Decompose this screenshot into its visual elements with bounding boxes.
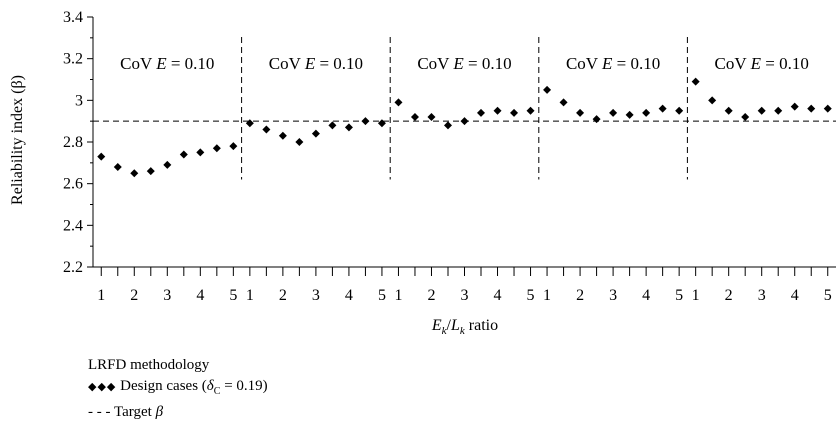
x-tick-label: 5 (675, 287, 683, 304)
data-point (146, 167, 155, 176)
y-tick-label: 3 (75, 92, 83, 109)
data-point (609, 108, 618, 117)
legend-title: LRFD methodology (88, 357, 210, 373)
data-point (229, 142, 238, 151)
x-tick-label: 5 (229, 287, 237, 304)
x-tick-label: 2 (130, 287, 138, 304)
data-point (113, 163, 122, 171)
x-tick-label: 3 (461, 287, 469, 304)
data-point (790, 102, 799, 111)
data-point (196, 148, 205, 157)
x-tick-label: 1 (97, 287, 105, 304)
x-tick-label: 1 (692, 287, 700, 304)
x-tick-label: 2 (725, 287, 733, 304)
data-point (510, 108, 519, 117)
data-point (163, 160, 172, 169)
data-point (642, 108, 651, 117)
y-tick-label: 3.4 (63, 9, 83, 26)
data-point (823, 104, 832, 113)
data-point (757, 106, 766, 115)
panel-label: CoV E = 0.10 (120, 54, 214, 73)
x-tick-label: 4 (791, 287, 799, 304)
x-tick-label: 2 (427, 287, 435, 304)
panel-label: CoV E = 0.10 (715, 54, 809, 73)
data-point (708, 96, 717, 105)
legend-design-cases: ◆◆◆ Design cases (δC = 0.19) (88, 378, 268, 397)
x-tick-label: 4 (494, 287, 502, 304)
x-tick-label: 1 (246, 287, 254, 304)
data-point (576, 108, 585, 117)
y-tick-label: 3.2 (63, 51, 83, 68)
data-point (774, 106, 783, 115)
x-tick-label: 2 (576, 287, 584, 304)
data-point (344, 123, 353, 132)
x-tick-label: 1 (543, 287, 551, 304)
data-point (675, 106, 684, 115)
y-axis-title: Reliability index (β) (9, 75, 26, 205)
data-point (179, 150, 188, 159)
data-point (278, 131, 287, 140)
x-tick-label: 2 (279, 287, 287, 304)
y-tick-label: 2.4 (63, 217, 83, 234)
legend-diamond-marker-icon: ◆◆◆ (88, 381, 117, 393)
data-point (460, 117, 469, 126)
data-point (295, 138, 304, 146)
data-point (377, 119, 386, 128)
data-point (361, 117, 370, 126)
data-point (212, 144, 221, 153)
data-point (245, 119, 254, 128)
x-tick-label: 4 (196, 287, 204, 304)
data-point (394, 98, 403, 107)
data-point (592, 115, 601, 124)
data-point (97, 152, 106, 161)
legend-target-beta: - - - Target β (88, 404, 164, 420)
data-point (262, 125, 271, 134)
data-point (807, 104, 816, 113)
data-point (543, 85, 552, 94)
data-point (130, 169, 139, 178)
legend-dashed-line-icon: - - - (88, 404, 111, 420)
data-point (328, 121, 337, 130)
legend: LRFD methodology ◆◆◆ Design cases (δC = … (88, 355, 268, 423)
data-point (724, 106, 733, 115)
data-point (625, 110, 634, 119)
x-tick-label: 5 (527, 287, 535, 304)
panel-label: CoV E = 0.10 (417, 54, 511, 73)
x-tick-label: 3 (312, 287, 320, 304)
data-point (410, 113, 419, 121)
data-point (658, 104, 667, 113)
data-point (493, 106, 502, 115)
y-tick-label: 2.2 (63, 259, 83, 276)
plot-area: 2.22.42.62.833.23.41 2 3 4 5 1 2 3 4 5 1 2 3 4 5 1 2 3 4 5 1… (63, 9, 836, 304)
data-point (477, 108, 486, 117)
data-point (526, 106, 535, 115)
x-tick-label: 5 (378, 287, 386, 304)
x-tick-label: 1 (394, 287, 402, 304)
data-point (691, 77, 700, 86)
y-tick-label: 2.6 (63, 176, 83, 193)
x-tick-label: 4 (642, 287, 650, 304)
data-point (311, 129, 320, 138)
x-tick-label: 5 (824, 287, 832, 304)
panel-label: CoV E = 0.10 (269, 54, 363, 73)
x-tick-label: 3 (758, 287, 766, 304)
data-point (741, 113, 750, 121)
panel-label: CoV E = 0.10 (566, 54, 660, 73)
y-tick-label: 2.8 (63, 134, 83, 151)
x-axis-title: Ek/Lk ratio (431, 317, 498, 337)
x-tick-label: 3 (609, 287, 617, 304)
data-point (443, 121, 452, 130)
x-tick-label: 3 (163, 287, 171, 304)
data-point (559, 98, 568, 107)
x-tick-label: 4 (345, 287, 353, 304)
data-point (427, 113, 436, 121)
